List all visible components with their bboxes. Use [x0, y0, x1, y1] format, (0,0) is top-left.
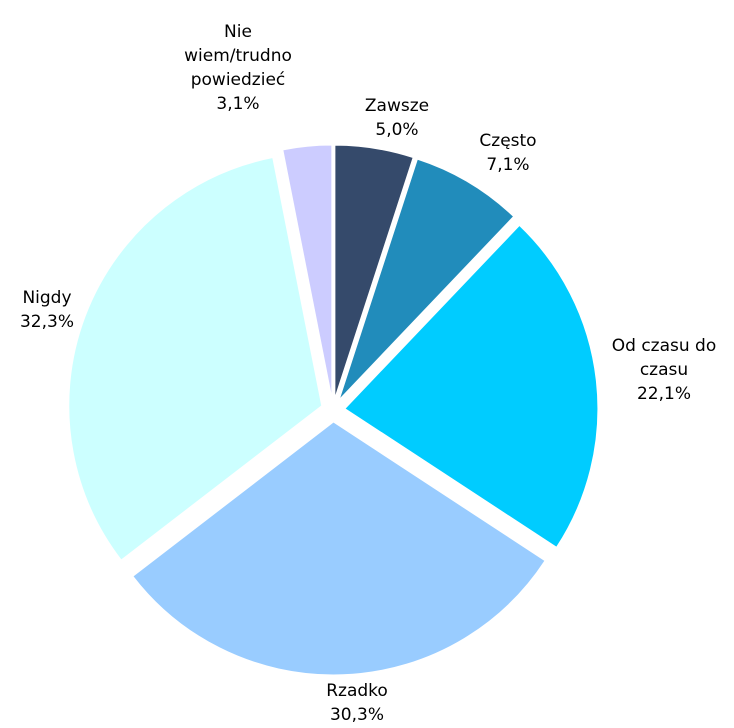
- value-label: 30,3%: [329, 705, 384, 725]
- category-name: Nie wiem/trudno powiedzieć: [184, 22, 292, 90]
- slice-label: Zawsze 5,0%: [342, 94, 452, 142]
- slice-label: Nie wiem/trudno powiedzieć 3,1%: [168, 20, 308, 116]
- value-label: 7,1%: [486, 155, 530, 175]
- category-name: Często: [479, 131, 537, 151]
- slice-label: Nigdy 32,3%: [0, 286, 97, 334]
- slice: [68, 156, 323, 561]
- value-label: 3,1%: [216, 94, 260, 114]
- slice: [282, 144, 333, 399]
- value-label: 32,3%: [19, 312, 74, 332]
- slice: [334, 144, 414, 399]
- category-name: Zawsze: [364, 96, 430, 116]
- slice-label: Rzadko 30,3%: [302, 679, 412, 727]
- slice-label: Od czasu do czasu 22,1%: [599, 334, 729, 406]
- slice-label: Często 7,1%: [453, 129, 563, 177]
- category-name: Rzadko: [326, 681, 388, 701]
- value-label: 22,1%: [636, 384, 691, 404]
- slice: [132, 421, 546, 676]
- slice: [344, 224, 599, 549]
- category-name: Od czasu do czasu: [611, 336, 717, 380]
- value-label: 5,0%: [375, 120, 419, 140]
- slice: [338, 158, 515, 401]
- category-name: Nigdy: [22, 288, 72, 308]
